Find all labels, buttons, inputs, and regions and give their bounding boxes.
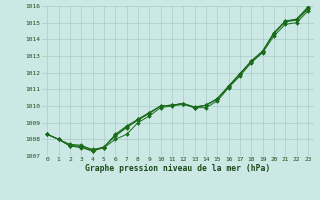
X-axis label: Graphe pression niveau de la mer (hPa): Graphe pression niveau de la mer (hPa) bbox=[85, 164, 270, 173]
